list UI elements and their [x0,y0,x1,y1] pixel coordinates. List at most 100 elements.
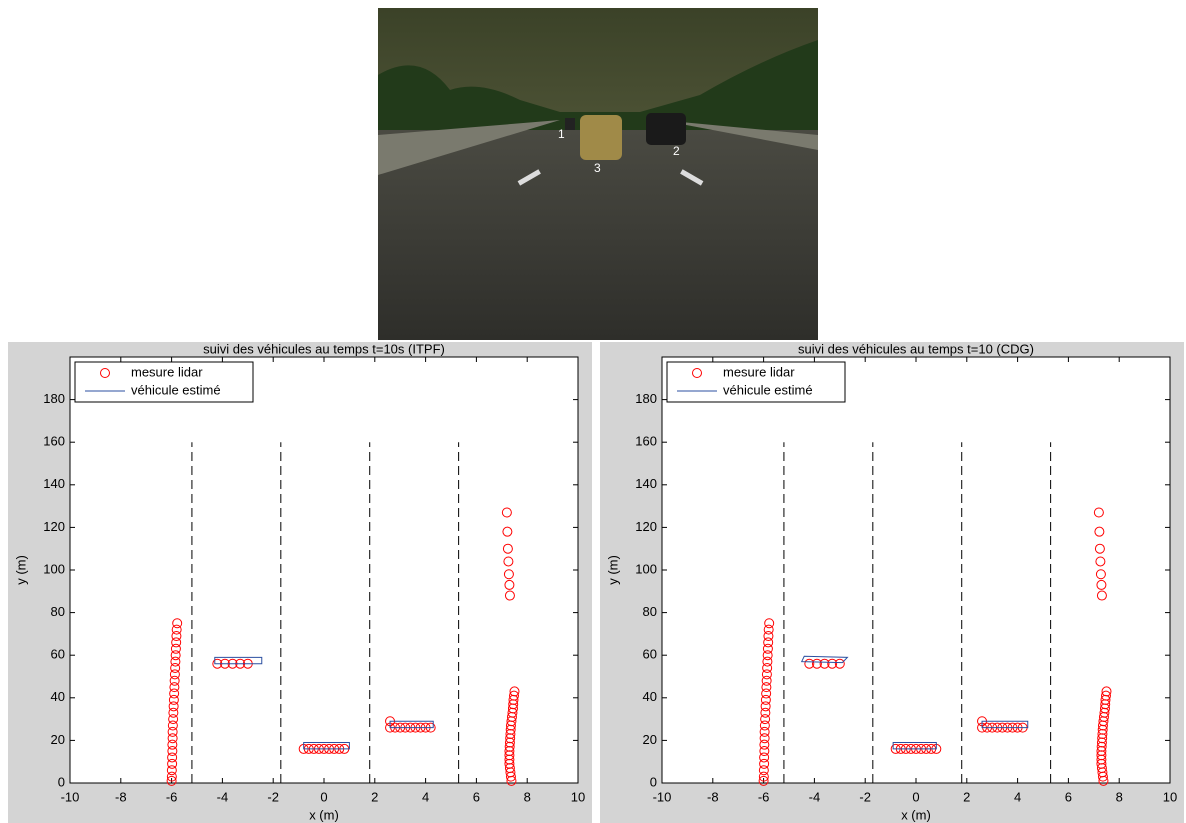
lidar-point [167,746,178,757]
lidar-point [504,590,515,601]
lidar-point [760,714,771,725]
lidar-point [759,746,770,757]
y-tick-label: 0 [58,774,65,789]
lidar-point [764,618,775,629]
legend-marker [692,368,702,378]
lidar-point [169,675,180,686]
vehicle-box [800,655,849,664]
legend-marker [100,368,110,378]
y-tick-label: 160 [635,434,657,449]
y-tick-label: 0 [650,774,657,789]
x-tick-label: 10 [571,789,585,804]
x-tick-label: -8 [707,789,719,804]
lidar-point [168,714,179,725]
lidar-point [763,624,774,635]
lidar-point [504,579,515,590]
lidar-point [760,701,771,712]
lidar-point [1095,556,1106,567]
y-tick-label: 140 [43,476,65,491]
vehicle-box [981,720,1029,729]
lidar-point [762,650,773,661]
x-tick-label: 0 [912,789,919,804]
y-tick-label: 60 [643,647,657,662]
vehicle-box [892,742,937,750]
lidar-point [762,643,773,654]
y-tick-label: 80 [51,604,65,619]
lidar-point [760,694,771,705]
lidar-point [761,682,772,693]
y-tick-label: 80 [643,604,657,619]
lidar-point [502,543,513,554]
lidar-point [171,637,182,648]
lidar-point [759,739,770,750]
lidar-point [503,556,514,567]
x-tick-label: 6 [473,789,480,804]
lidar-point [167,758,178,769]
lidar-point [1093,507,1104,518]
lidar-point [169,682,180,693]
y-tick-label: 100 [635,561,657,576]
lidar-point [763,631,774,642]
x-tick-label: -6 [166,789,178,804]
x-tick-label: -4 [809,789,821,804]
y-tick-label: 20 [643,732,657,747]
lidar-point [761,688,772,699]
x-tick-label: 4 [422,789,429,804]
x-tick-label: 2 [963,789,970,804]
y-tick-label: 180 [43,391,65,406]
lidar-point [834,658,845,669]
lidar-point [804,658,815,669]
x-tick-label: 10 [1163,789,1177,804]
y-tick-label: 60 [51,647,65,662]
x-tick-label: -10 [61,789,80,804]
x-tick-label: -2 [267,789,279,804]
lidar-point [761,669,772,680]
lidar-point [758,775,769,786]
lidar-point [759,758,770,769]
lidar-point [166,765,177,776]
y-tick-label: 120 [43,519,65,534]
lidar-point [169,669,180,680]
lidar-point [166,775,177,786]
lidar-point [170,662,181,673]
lidar-point [759,733,770,744]
y-axis-label: y (m) [13,555,28,585]
lidar-point [827,658,838,669]
lidar-point [166,771,177,782]
chart-title: suivi des véhicules au temps t=10 (CDG) [798,341,1034,356]
y-tick-label: 160 [43,434,65,449]
x-tick-label: -2 [859,789,871,804]
lidar-point [763,637,774,648]
lidar-point [170,656,181,667]
lidar-point [760,707,771,718]
lidar-point [501,507,512,518]
lidar-point [167,739,178,750]
chart: suivi des véhicules au temps t=10 (CDG) x… [600,341,1184,823]
lidar-point [762,662,773,673]
lidar-point [506,775,517,786]
legend-label: véhicule estimé [723,382,813,397]
lidar-point [811,658,822,669]
lidar-point [170,643,181,654]
chart: suivi des véhicules au temps t=10s (ITPF… [8,341,592,823]
photo-label: 3 [594,161,601,175]
lidar-point [505,771,516,782]
x-axis-label: x (m) [309,807,339,822]
chart-title: suivi des véhicules au temps t=10s (ITPF… [203,341,445,356]
lidar-point [1094,526,1105,537]
lidar-point [759,752,770,763]
lidar-point [1096,579,1107,590]
legend-label: mesure lidar [131,364,203,379]
vehicle-box [214,656,263,665]
x-tick-label: 6 [1065,789,1072,804]
lidar-point [1096,590,1107,601]
lidar-point [502,526,513,537]
lidar-point [172,618,183,629]
x-tick-label: -10 [653,789,672,804]
lidar-point [167,720,178,731]
lidar-point [1097,771,1108,782]
lidar-point [1098,775,1109,786]
x-tick-label: 4 [1014,789,1021,804]
plot-area [69,356,579,784]
